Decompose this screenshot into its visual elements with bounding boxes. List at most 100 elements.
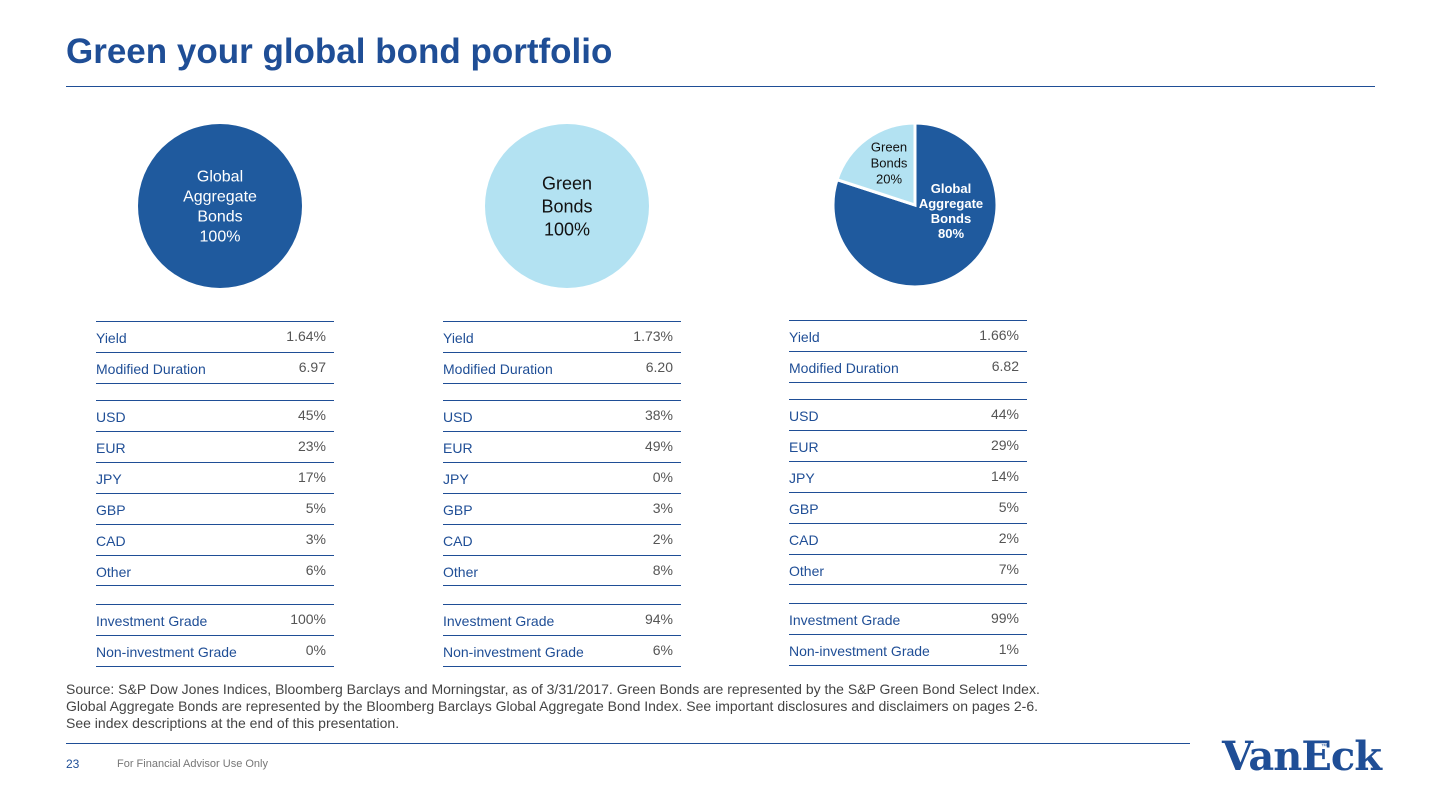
pie-label-line: Aggregate <box>183 189 257 206</box>
row-value: 0% <box>652 469 673 485</box>
group-divider <box>96 666 334 667</box>
row-value: 1% <box>998 641 1019 657</box>
row-value: 6% <box>652 642 673 658</box>
table-row: Yield 1.66% <box>789 320 1027 350</box>
pie-label-line: Global <box>931 181 971 196</box>
pie-label-line: Bonds <box>931 211 971 226</box>
row-label: Non-investment Grade <box>96 644 237 660</box>
row-label: Modified Duration <box>443 361 553 377</box>
pie-label-line: Bonds <box>541 196 592 216</box>
pie-slice-label: Green Bonds 100% <box>541 173 592 239</box>
table-row: USD 44% <box>789 399 1027 429</box>
row-value: 38% <box>644 407 673 423</box>
group-divider <box>789 382 1027 383</box>
pie-label-line: Green <box>871 140 907 155</box>
row-value: 100% <box>290 611 326 627</box>
row-label: Non-investment Grade <box>789 643 930 659</box>
row-value: 2% <box>652 531 673 547</box>
row-label: GBP <box>789 501 819 517</box>
row-label: CAD <box>789 532 819 548</box>
source-line: Source: S&P Dow Jones Indices, Bloomberg… <box>66 681 1040 697</box>
table-row: CAD 2% <box>443 524 681 554</box>
row-label: JPY <box>443 471 469 487</box>
row-label: Yield <box>443 330 474 346</box>
row-label: JPY <box>96 471 122 487</box>
pie-svg: Global Aggregate Bonds 80% Green Bonds 20% <box>831 121 999 289</box>
row-label: Investment Grade <box>96 613 208 629</box>
group-divider <box>443 585 681 586</box>
row-value: 1.73% <box>633 328 673 344</box>
table-row: JPY 0% <box>443 462 681 492</box>
row-value: 6.20 <box>645 359 673 375</box>
row-value: 14% <box>990 468 1019 484</box>
table-row: CAD 3% <box>96 524 334 554</box>
pie-label-line: 20% <box>876 172 902 187</box>
row-value: 3% <box>305 531 326 547</box>
table-row: Other 8% <box>443 555 681 585</box>
row-value: 44% <box>990 406 1019 422</box>
group-divider <box>443 666 681 667</box>
row-label: USD <box>443 409 473 425</box>
pie-label-line: Global <box>197 169 243 186</box>
row-label: CAD <box>96 533 126 549</box>
table-row: Modified Duration 6.97 <box>96 352 334 382</box>
source-line: Global Aggregate Bonds are represented b… <box>66 698 1039 714</box>
table-row: EUR 49% <box>443 431 681 461</box>
row-label: Non-investment Grade <box>443 644 584 660</box>
trademark-mark: ™ <box>1321 744 1327 750</box>
pie-slice-label: Green Bonds 20% <box>871 140 908 187</box>
pie-label-line: 100% <box>544 219 590 239</box>
row-label: EUR <box>789 439 819 455</box>
page-title: Green your global bond portfolio <box>66 32 613 71</box>
table-row: EUR 29% <box>789 430 1027 460</box>
table-row: Yield 1.73% <box>443 321 681 351</box>
group-divider <box>443 383 681 384</box>
row-value: 1.66% <box>979 327 1019 343</box>
table-row: Investment Grade 100% <box>96 604 334 634</box>
title-divider <box>66 86 1375 87</box>
row-value: 0% <box>305 642 326 658</box>
pie-label-line: 80% <box>938 226 964 241</box>
table-row: USD 45% <box>96 400 334 430</box>
row-value: 3% <box>652 500 673 516</box>
table-row: Investment Grade 94% <box>443 604 681 634</box>
row-value: 5% <box>998 499 1019 515</box>
pie-slice-label: Global Aggregate Bonds 100% <box>183 169 257 246</box>
row-label: EUR <box>443 440 473 456</box>
group-divider <box>96 585 334 586</box>
pie-label-line: Green <box>542 173 592 193</box>
source-line: See index descriptions at the end of thi… <box>66 715 400 731</box>
table-row: CAD 2% <box>789 523 1027 553</box>
pie-label-line: Aggregate <box>919 196 983 211</box>
row-label: Other <box>96 564 132 580</box>
row-label: USD <box>789 408 819 424</box>
row-value: 29% <box>990 437 1019 453</box>
table-row: Non-investment Grade 1% <box>789 634 1027 664</box>
row-label: Modified Duration <box>96 361 206 377</box>
source-note: Source: S&P Dow Jones Indices, Bloomberg… <box>66 681 1216 732</box>
pie-chart-green-bonds: Green Bonds 100% <box>485 124 649 288</box>
row-value: 17% <box>297 469 326 485</box>
row-value: 6.82 <box>991 358 1019 374</box>
row-value: 23% <box>297 438 326 454</box>
row-label: Modified Duration <box>789 360 899 376</box>
row-value: 1.64% <box>286 328 326 344</box>
row-label: GBP <box>443 502 473 518</box>
pie-svg: Global Aggregate Bonds 100% <box>138 124 302 288</box>
page-number: 23 <box>66 757 80 771</box>
footer-note: For Financial Advisor Use Only <box>117 758 268 770</box>
footer-divider <box>66 743 1190 744</box>
group-divider <box>789 665 1027 666</box>
row-value: 94% <box>644 611 673 627</box>
row-label: Other <box>443 564 479 580</box>
table-row: Modified Duration 6.82 <box>789 351 1027 381</box>
vaneck-logo: VanEck <box>1222 733 1382 780</box>
group-divider <box>96 383 334 384</box>
row-value: 99% <box>990 610 1019 626</box>
table-row: GBP 5% <box>96 493 334 523</box>
table-row: Non-investment Grade 0% <box>96 635 334 665</box>
row-label: Other <box>789 563 825 579</box>
table-row: GBP 3% <box>443 493 681 523</box>
row-value: 49% <box>644 438 673 454</box>
pie-slice <box>138 124 302 288</box>
